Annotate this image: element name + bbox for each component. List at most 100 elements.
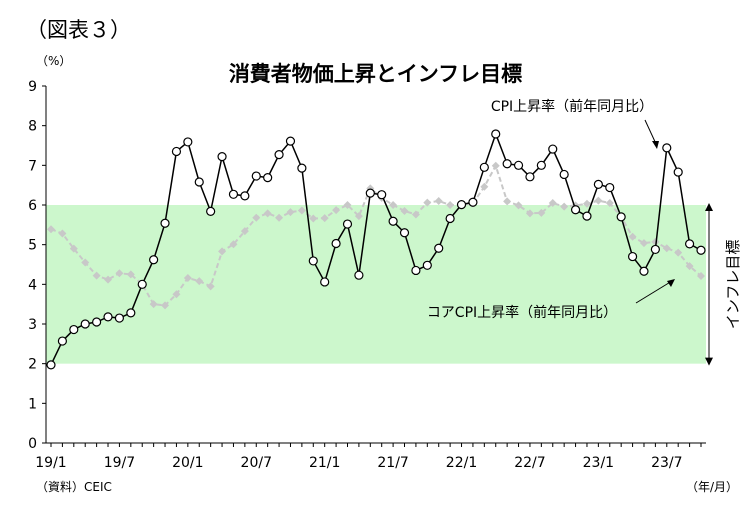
cpi-point xyxy=(479,162,489,172)
core-cpi-point xyxy=(286,208,295,217)
core-cpi-point xyxy=(69,244,78,253)
core-cpi-line xyxy=(50,163,702,307)
core-cpi-point xyxy=(685,262,694,271)
cpi-point xyxy=(46,360,56,370)
cpi-point xyxy=(171,146,182,157)
x-tick-label: 22/1 xyxy=(446,455,477,471)
cpi-point xyxy=(217,152,227,162)
core-cpi-point xyxy=(263,209,272,218)
target-bracket-bottom-arrow xyxy=(705,357,713,366)
core-cpi-point xyxy=(605,199,614,208)
core-cpi-point xyxy=(560,202,569,211)
x-tick-label: 20/7 xyxy=(241,455,272,471)
cpi-point xyxy=(696,245,706,255)
core-cpi-label-arrowhead xyxy=(667,279,675,287)
cpi-point xyxy=(582,211,592,221)
target-bracket-top-arrow xyxy=(705,203,713,211)
y-tick-label: 8 xyxy=(28,119,37,135)
cpi-point xyxy=(445,213,455,224)
cpi-point xyxy=(593,179,603,189)
core-cpi-point xyxy=(172,290,181,299)
core-cpi-point xyxy=(674,248,683,257)
cpi-point xyxy=(525,172,535,182)
inflation-target-band xyxy=(46,205,706,364)
core-cpi-point xyxy=(582,199,591,208)
x-tick-label: 21/7 xyxy=(377,455,408,471)
x-tick-label: 23/7 xyxy=(651,455,682,471)
cpi-point xyxy=(103,312,113,322)
cpi-point xyxy=(627,251,638,262)
chart-title: 消費者物価上昇とインフレ目標 xyxy=(228,62,523,86)
y-unit-label: （%） xyxy=(36,54,72,68)
core-cpi-point xyxy=(206,282,215,291)
x-tick-label: 21/1 xyxy=(309,455,340,471)
cpi-point xyxy=(491,129,501,139)
cpi-point xyxy=(194,177,204,187)
y-tick-label: 7 xyxy=(28,158,37,174)
cpi-point xyxy=(114,313,125,323)
cpi-point xyxy=(251,171,261,181)
core-cpi-series-label: コアCPI上昇率（前年同月比） xyxy=(427,304,617,321)
cpi-point xyxy=(513,160,524,170)
y-tick-label: 9 xyxy=(28,79,37,95)
core-cpi-point xyxy=(503,197,512,206)
core-cpi-point xyxy=(218,247,227,256)
core-cpi-point xyxy=(389,201,398,209)
core-cpi-point xyxy=(92,271,101,280)
core-cpi-point xyxy=(411,210,420,219)
core-cpi-point xyxy=(525,209,534,218)
cpi-point xyxy=(354,270,364,280)
core-cpi-point xyxy=(81,258,90,267)
core-cpi-point xyxy=(343,201,352,209)
cpi-point xyxy=(365,188,375,198)
cpi-label-arrowhead xyxy=(652,141,659,149)
core-cpi-point xyxy=(662,244,671,253)
core-cpi-point xyxy=(240,227,249,236)
cpi-point xyxy=(399,228,410,238)
cpi-series-label: CPI上昇率（前年同月比） xyxy=(491,98,653,115)
cpi-point xyxy=(308,256,318,266)
core-cpi-point xyxy=(275,213,284,222)
cpi-point xyxy=(639,266,649,276)
core-cpi-point xyxy=(446,201,455,209)
core-cpi-point xyxy=(195,277,204,286)
cpi-point xyxy=(502,159,512,169)
cpi-point xyxy=(297,163,307,173)
cpi-point xyxy=(160,218,170,228)
cpi-point xyxy=(605,182,615,193)
x-unit-label: （年/月） xyxy=(686,480,739,494)
core-cpi-point xyxy=(423,198,432,207)
core-cpi-point xyxy=(47,225,55,234)
core-cpi-point xyxy=(332,206,341,215)
cpi-point xyxy=(536,160,546,170)
cpi-point xyxy=(92,317,102,327)
core-cpi-point xyxy=(548,199,557,208)
core-cpi-point xyxy=(491,161,500,170)
core-cpi-point xyxy=(537,208,546,217)
cpi-point xyxy=(548,144,558,154)
y-tick-label: 4 xyxy=(28,277,37,293)
core-cpi-point xyxy=(354,212,363,221)
x-tick-label: 19/1 xyxy=(35,455,66,471)
cpi-point xyxy=(388,216,398,226)
cpi-point xyxy=(456,200,467,210)
cpi-point xyxy=(650,244,660,255)
inflation-target-label: インフレ目標 xyxy=(724,240,742,330)
x-tick-label: 22/7 xyxy=(514,455,545,471)
cpi-point xyxy=(320,277,330,287)
core-cpi-point xyxy=(320,214,329,223)
core-cpi-point xyxy=(514,201,523,210)
cpi-point xyxy=(228,189,239,199)
cpi-point xyxy=(422,260,432,270)
cpi-point xyxy=(434,243,444,253)
source-label: （資料）CEIC xyxy=(36,480,112,494)
core-cpi-point xyxy=(126,270,135,279)
x-tick-label: 19/7 xyxy=(104,455,135,471)
core-cpi-point xyxy=(104,275,113,284)
cpi-point xyxy=(377,190,387,200)
core-cpi-point xyxy=(594,196,603,205)
x-tick-label: 23/1 xyxy=(583,455,614,471)
y-tick-label: 0 xyxy=(28,436,37,452)
y-tick-label: 5 xyxy=(28,238,37,254)
